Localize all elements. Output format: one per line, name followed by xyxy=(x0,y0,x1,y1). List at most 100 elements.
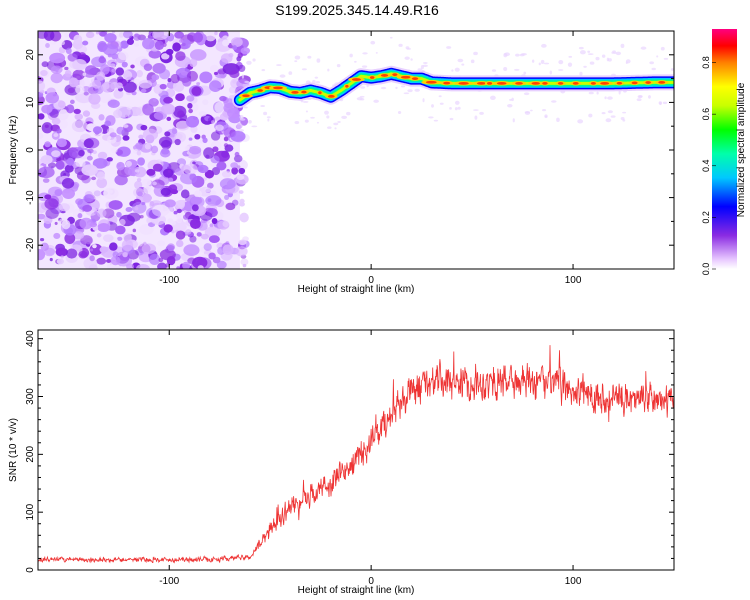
trace-hotspot-core xyxy=(392,73,398,77)
noise-blob xyxy=(223,136,229,142)
noise-blob xyxy=(191,204,199,212)
noise-blob xyxy=(42,178,50,183)
noise-blob xyxy=(212,146,219,153)
noise-blob xyxy=(85,65,97,75)
noise-blob xyxy=(185,115,200,128)
noise-blob xyxy=(163,96,174,104)
faint-speck xyxy=(658,101,663,105)
noise-blob xyxy=(162,168,174,178)
noise-blob xyxy=(109,132,117,138)
noise-blob xyxy=(142,103,154,116)
noise-blob xyxy=(175,93,185,102)
noise-blob xyxy=(178,39,184,43)
faint-speck xyxy=(568,55,573,58)
noise-blob xyxy=(122,135,130,141)
noise-blob xyxy=(45,43,50,48)
noise-blob xyxy=(159,68,171,80)
faint-speck xyxy=(523,71,527,75)
faint-speck xyxy=(511,97,514,102)
faint-speck xyxy=(337,121,341,123)
colorbar-gradient xyxy=(712,29,737,269)
noise-blob xyxy=(239,212,249,223)
faint-speck xyxy=(316,58,321,63)
noise-blob xyxy=(208,235,220,244)
trace-hotspot-core xyxy=(557,81,564,85)
noise-blob xyxy=(97,151,108,160)
spectrogram-y-tick-label: 0 xyxy=(25,147,36,153)
faint-speck xyxy=(544,114,548,119)
noise-blob xyxy=(78,149,85,157)
faint-speck xyxy=(252,58,256,62)
noise-blob xyxy=(191,86,202,97)
faint-speck xyxy=(302,101,309,103)
noise-blob xyxy=(38,80,46,92)
faint-speck xyxy=(663,57,669,60)
noise-blob xyxy=(134,206,139,211)
noise-blob xyxy=(116,211,122,218)
noise-blob xyxy=(92,244,97,249)
noise-blob xyxy=(89,222,97,228)
noise-blob xyxy=(126,263,134,269)
noise-blob xyxy=(183,163,198,175)
faint-speck xyxy=(403,92,410,95)
noise-blob xyxy=(140,88,147,93)
faint-speck xyxy=(248,119,252,124)
faint-speck xyxy=(314,76,319,79)
noise-blob xyxy=(80,235,93,246)
noise-blob xyxy=(142,193,152,203)
noise-blob xyxy=(233,154,243,163)
faint-speck xyxy=(538,62,541,66)
noise-blob xyxy=(115,225,126,235)
noise-blob xyxy=(230,162,239,169)
noise-blob xyxy=(64,66,69,71)
noise-blob xyxy=(126,38,134,45)
faint-speck xyxy=(304,119,309,123)
noise-blob xyxy=(210,64,219,73)
noise-blob xyxy=(58,109,69,121)
noise-blob xyxy=(64,232,76,244)
noise-blob xyxy=(188,145,202,155)
noise-blob xyxy=(152,31,169,41)
noise-blob xyxy=(43,247,55,257)
faint-speck xyxy=(457,106,461,110)
faint-speck xyxy=(362,52,368,55)
noise-blob xyxy=(113,109,123,119)
faint-speck xyxy=(327,68,330,72)
trace-hotspot-core xyxy=(242,94,250,98)
noise-blob xyxy=(173,210,178,215)
spectrogram-x-tick-label: 0 xyxy=(368,275,374,286)
noise-blob xyxy=(98,56,106,64)
noise-blob xyxy=(63,173,67,177)
trace-hotspot-core xyxy=(351,78,361,81)
faint-speck xyxy=(359,98,365,101)
faint-speck xyxy=(244,80,250,84)
noise-blob xyxy=(219,178,236,190)
noise-blob xyxy=(137,241,143,247)
colorbar: 0.0 0.2 0.4 0.6 0.8 Normalized spectral ampl… xyxy=(701,29,747,275)
noise-blob xyxy=(114,174,128,186)
snr-y-label: SNR (10 * v/v) xyxy=(8,418,19,482)
noise-blob xyxy=(118,32,124,38)
faint-speck xyxy=(438,95,442,98)
faint-speck xyxy=(662,101,668,105)
faint-speck xyxy=(589,61,595,65)
spectrogram-y-label: Frequency (Hz) xyxy=(8,116,19,185)
faint-speck xyxy=(649,61,655,65)
noise-blob xyxy=(45,92,60,104)
noise-blob xyxy=(125,160,132,167)
noise-blob xyxy=(210,131,221,141)
noise-blob xyxy=(229,70,240,79)
noise-blob xyxy=(152,98,157,102)
noise-blob xyxy=(122,124,129,128)
trace-hotspot-core xyxy=(369,76,375,79)
noise-blob xyxy=(223,143,229,148)
noise-blob xyxy=(51,117,61,125)
faint-speck xyxy=(503,67,508,71)
faint-speck xyxy=(449,117,454,121)
noise-blob xyxy=(55,160,65,170)
noise-blob xyxy=(214,31,218,36)
noise-blob xyxy=(194,190,202,198)
noise-blob xyxy=(96,171,105,180)
spectrogram-y-ticks: -20 -10 0 10 20 xyxy=(25,30,674,270)
noise-blob xyxy=(73,34,83,44)
